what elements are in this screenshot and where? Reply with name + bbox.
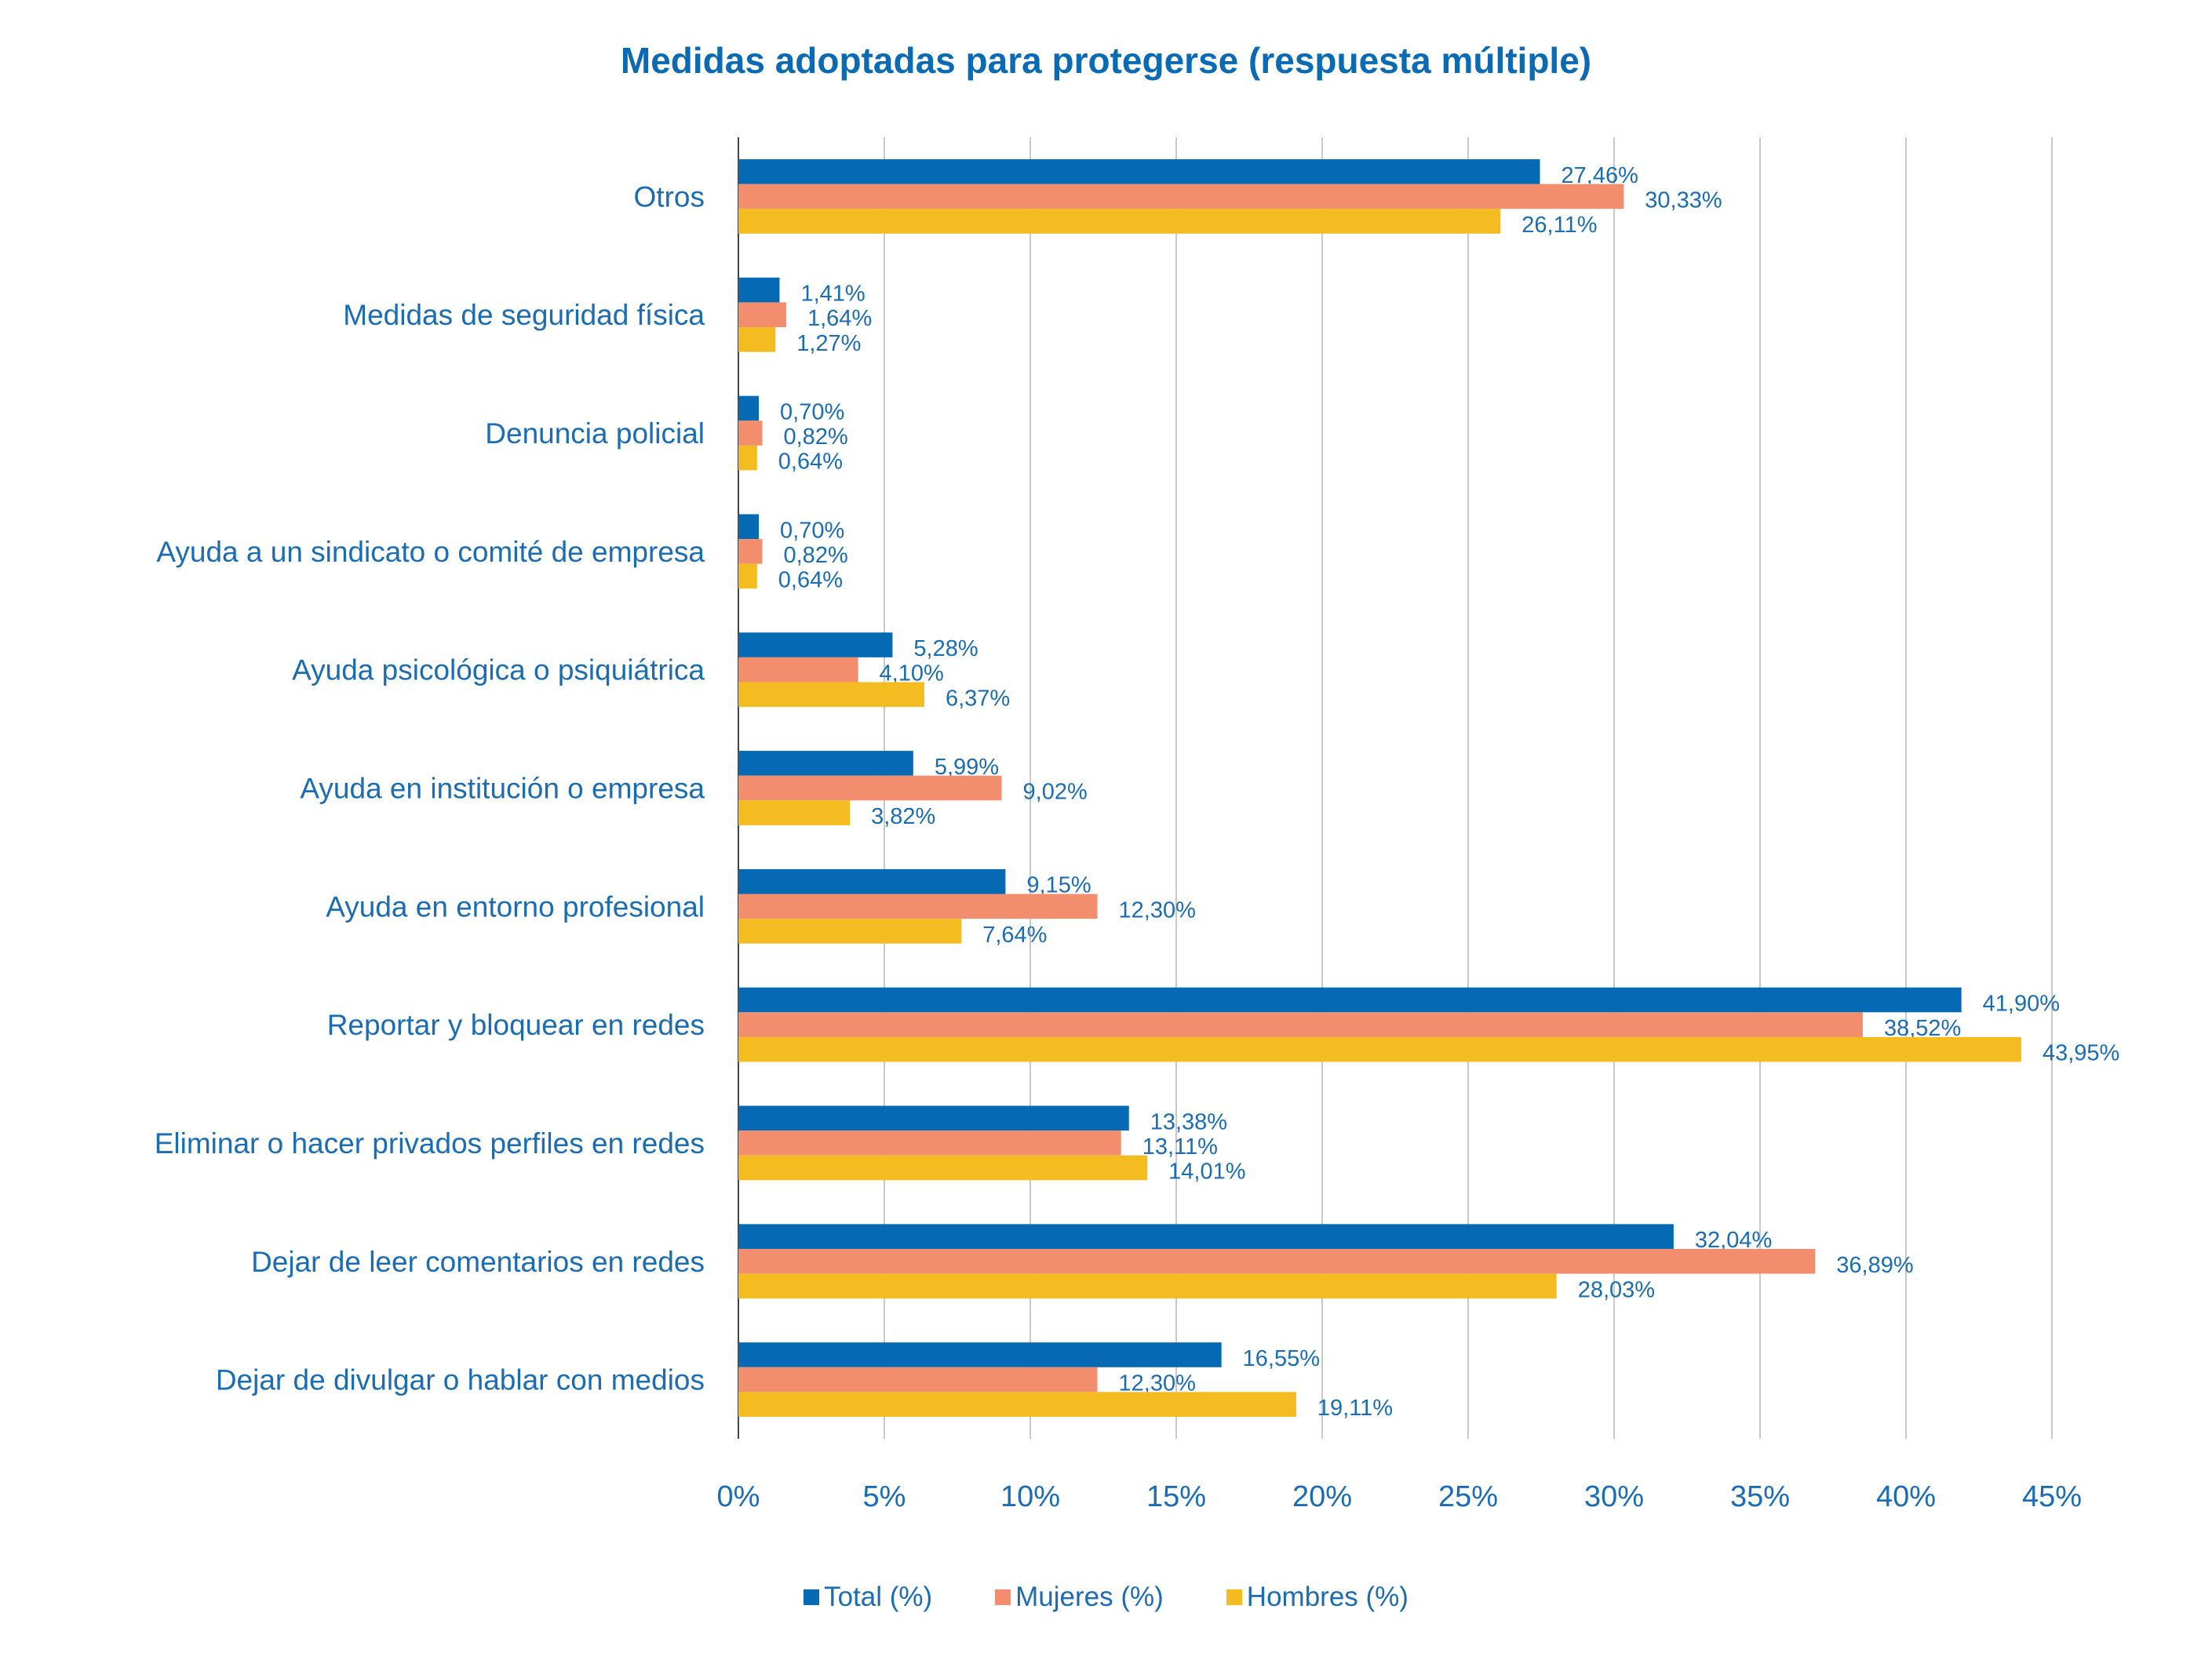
legend-label: Mujeres (%) — [1015, 1582, 1164, 1612]
data-label: 13,11% — [1142, 1134, 1218, 1159]
category-label: Ayuda en institución o empresa — [300, 773, 705, 805]
data-label: 1,41% — [800, 282, 865, 307]
category-label: Ayuda psicológica o psiquiátrica — [292, 654, 705, 686]
bar — [738, 1105, 1129, 1131]
category-label: Ayuda a un sindicato o comité de empresa — [156, 536, 705, 568]
data-label: 12,30% — [1119, 1371, 1196, 1396]
data-label: 0,82% — [784, 543, 848, 568]
bar — [738, 1248, 1816, 1274]
x-tick-label: 30% — [1584, 1480, 1644, 1513]
x-tick-label: 0% — [717, 1480, 760, 1513]
bar — [738, 1367, 1098, 1392]
bar — [738, 775, 1002, 801]
bar — [738, 395, 760, 421]
legend-swatch — [1226, 1589, 1242, 1605]
data-label: 3,82% — [871, 804, 935, 829]
bar — [738, 539, 763, 564]
bar — [738, 657, 858, 683]
data-label: 9,02% — [1023, 780, 1088, 805]
bar — [738, 987, 1962, 1013]
data-label: 16,55% — [1243, 1346, 1320, 1371]
data-label: 7,64% — [982, 923, 1047, 948]
category-label: Dejar de leer comentarios en redes — [251, 1246, 705, 1278]
data-label: 41,90% — [1983, 992, 2060, 1017]
bar — [738, 563, 757, 589]
data-label: 0,70% — [780, 518, 844, 543]
data-label: 32,04% — [1695, 1228, 1772, 1253]
x-tick-label: 45% — [2022, 1480, 2082, 1513]
data-label: 1,64% — [807, 306, 872, 331]
category-label: Medidas de seguridad física — [343, 299, 705, 331]
category-label: Dejar de divulgar o hablar con medios — [216, 1364, 705, 1396]
x-tick-label: 15% — [1146, 1480, 1206, 1513]
bar — [738, 277, 780, 303]
data-label: 4,10% — [880, 661, 944, 686]
bar — [738, 1155, 1148, 1181]
bar — [738, 682, 924, 708]
x-tick-label: 5% — [863, 1480, 906, 1513]
data-label: 43,95% — [2043, 1041, 2119, 1066]
x-tick-label: 10% — [1000, 1480, 1060, 1513]
bar — [738, 1342, 1222, 1367]
data-label: 28,03% — [1578, 1277, 1655, 1302]
data-label: 9,15% — [1026, 873, 1091, 898]
bar — [738, 1036, 2021, 1062]
bar — [738, 1130, 1121, 1156]
data-label: 0,82% — [784, 424, 848, 450]
legend-item: Total (%) — [804, 1582, 932, 1613]
legend-item: Hombres (%) — [1226, 1582, 1408, 1613]
legend-label: Hombres (%) — [1246, 1582, 1408, 1612]
data-label: 14,01% — [1168, 1159, 1245, 1185]
bar — [738, 632, 893, 657]
data-label: 27,46% — [1562, 163, 1638, 188]
legend-item: Mujeres (%) — [995, 1582, 1164, 1613]
bar — [738, 1273, 1557, 1299]
data-label: 5,28% — [913, 636, 978, 661]
data-label: 36,89% — [1836, 1253, 1913, 1278]
bar — [738, 1224, 1674, 1249]
category-label: Denuncia policial — [485, 417, 705, 450]
chart-title: Medidas adoptadas para protegerse (respu… — [620, 40, 1592, 81]
bar — [738, 445, 757, 471]
bar — [738, 1392, 1296, 1417]
bar — [738, 919, 962, 944]
bar — [738, 868, 1006, 894]
legend-label: Total (%) — [824, 1582, 933, 1612]
x-tick-label: 40% — [1876, 1480, 1936, 1513]
data-label: 38,52% — [1884, 1016, 1961, 1041]
category-label: Reportar y bloquear en redes — [327, 1009, 705, 1041]
bar — [738, 302, 787, 328]
bar — [738, 159, 1540, 184]
bar — [738, 800, 851, 825]
data-label: 0,64% — [778, 567, 843, 592]
data-label: 6,37% — [946, 686, 1010, 711]
data-label: 19,11% — [1317, 1396, 1393, 1421]
bar — [738, 420, 763, 446]
category-label: Ayuda en entorno profesional — [326, 890, 705, 923]
bar — [738, 894, 1098, 919]
data-label: 1,27% — [796, 331, 861, 356]
bar — [738, 514, 760, 540]
legend-swatch — [995, 1589, 1011, 1605]
x-tick-label: 20% — [1292, 1480, 1352, 1513]
category-label: Eliminar o hacer privados perfiles en re… — [155, 1127, 705, 1159]
data-label: 0,64% — [778, 450, 843, 475]
data-label: 13,38% — [1150, 1109, 1227, 1134]
data-label: 26,11% — [1521, 213, 1597, 238]
legend: Total (%) Mujeres (%) Hombres (%) — [0, 1582, 2212, 1613]
bar — [738, 1012, 1863, 1037]
x-tick-label: 25% — [1438, 1480, 1498, 1513]
bar — [738, 209, 1501, 234]
data-label: 0,70% — [780, 399, 844, 424]
bar — [738, 751, 913, 776]
data-label: 12,30% — [1119, 897, 1196, 923]
bar — [738, 327, 776, 352]
data-label: 30,33% — [1645, 187, 1722, 213]
legend-swatch — [804, 1589, 820, 1605]
bar — [738, 184, 1624, 209]
x-tick-label: 35% — [1730, 1480, 1790, 1513]
category-label: Otros — [634, 180, 705, 213]
data-label: 5,99% — [935, 755, 999, 780]
